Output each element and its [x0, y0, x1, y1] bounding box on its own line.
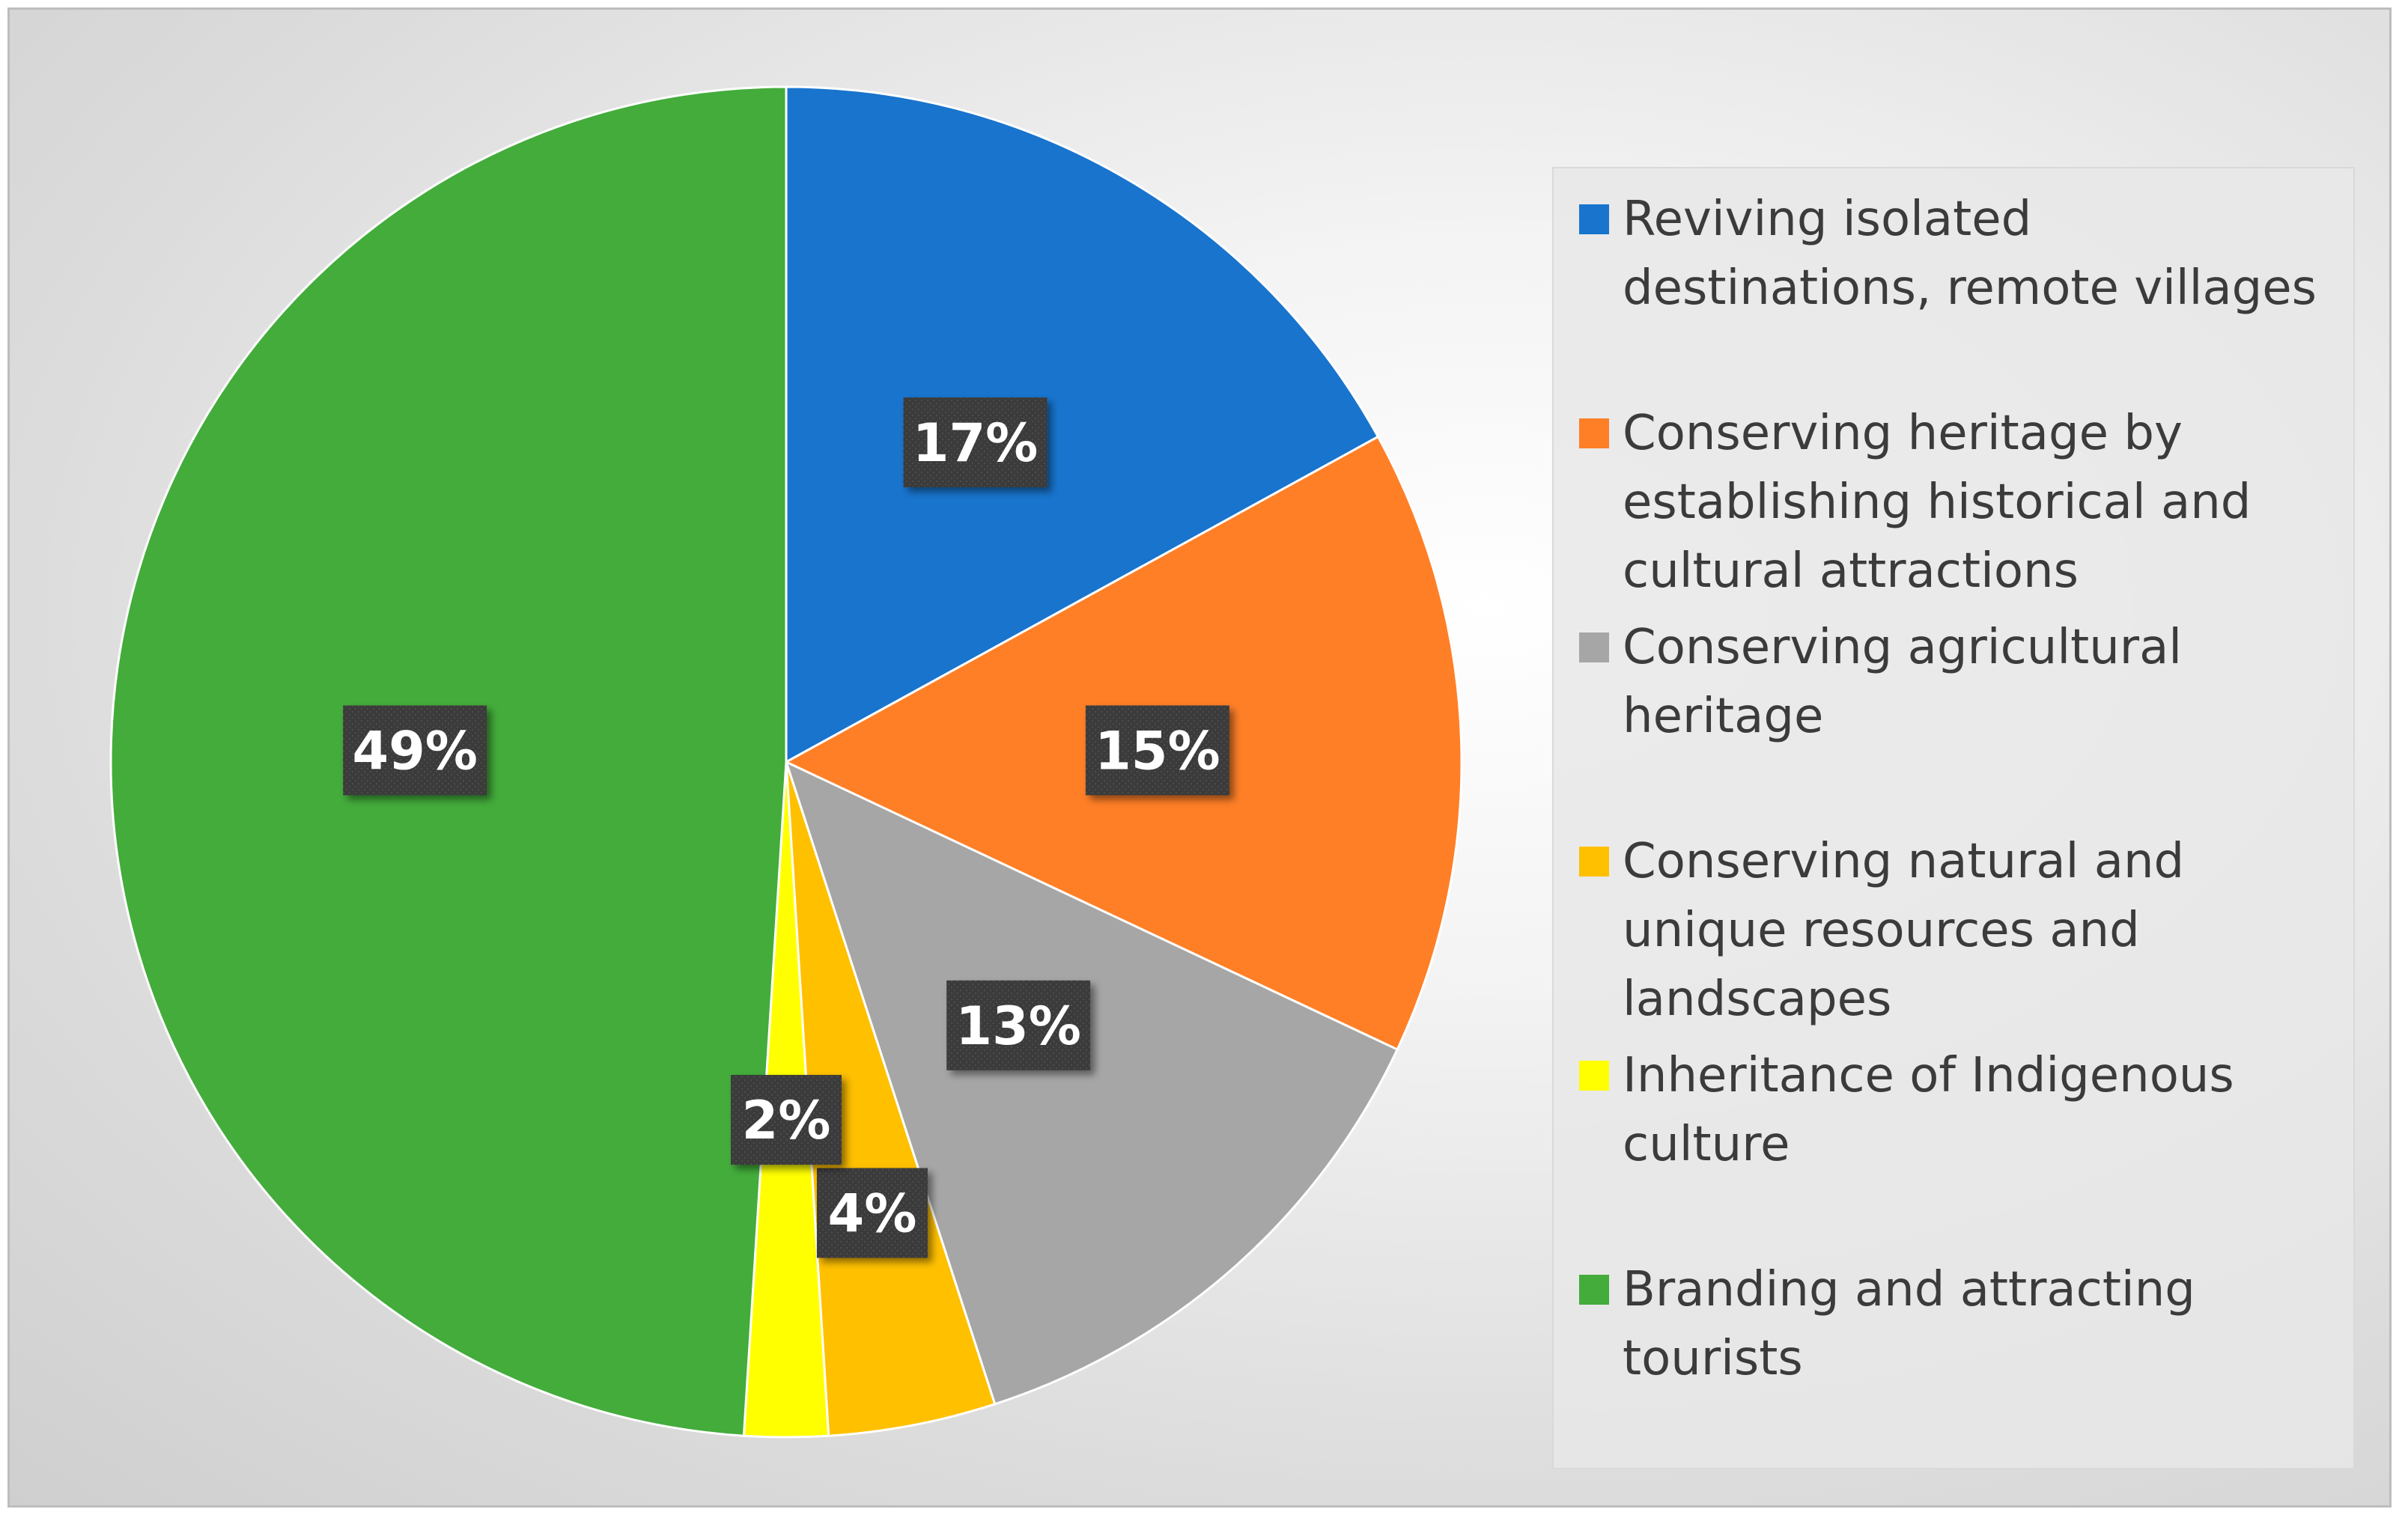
- data-label-box: [343, 705, 487, 796]
- data-label-box: [816, 1168, 928, 1258]
- data-label-text: 49%: [352, 720, 478, 781]
- legend-swatch-icon: [1579, 418, 1609, 448]
- data-label-box: [946, 980, 1091, 1070]
- legend-swatch-icon: [1579, 1061, 1609, 1091]
- legend-swatch-icon: [1579, 1275, 1609, 1305]
- legend-item-heritage: Conserving heritage by establishing hist…: [1579, 399, 2350, 606]
- legend-label: Conserving agricultural heritage: [1623, 620, 2183, 744]
- legend-swatch-icon: [1579, 633, 1609, 662]
- legend-item-reviving: Reviving isolated destinations, remote v…: [1579, 185, 2350, 323]
- pie-slice: [785, 761, 997, 1437]
- data-label-box: [731, 1075, 842, 1165]
- data-label: 15%: [1085, 705, 1229, 796]
- legend-label: Inheritance of Indigenous culture: [1623, 1048, 2234, 1172]
- legend-label: Branding and attracting tourists: [1623, 1262, 2195, 1386]
- chart-frame: 17% 15% 13% 4% 2% 49% Reviving isolated desti…: [7, 7, 2392, 1508]
- data-label-box: [1085, 705, 1229, 796]
- data-label: 49%: [343, 705, 487, 796]
- data-label: 13%: [946, 980, 1091, 1070]
- data-label-text: 2%: [742, 1090, 831, 1151]
- legend-item-branding: Branding and attracting tourists: [1579, 1255, 2350, 1393]
- pie-data-labels: 17% 15% 13% 4% 2% 49%: [343, 397, 1229, 1258]
- data-label-text: 17%: [913, 412, 1039, 474]
- data-label-text: 4%: [828, 1183, 917, 1244]
- data-label-box: [903, 397, 1048, 487]
- data-label-text: 13%: [955, 996, 1081, 1057]
- data-label: 17%: [903, 397, 1048, 487]
- pie-slice: [784, 760, 1399, 1406]
- pie-slices: [109, 85, 1463, 1439]
- legend-swatch-icon: [1579, 204, 1609, 234]
- data-label-text: 15%: [1095, 720, 1220, 781]
- legend-label: Conserving heritage by establishing hist…: [1623, 406, 2252, 599]
- pie-chart: 17% 15% 13% 4% 2% 49%: [109, 85, 1463, 1439]
- legend: Reviving isolated destinations, remote v…: [1552, 167, 2355, 1469]
- legend-item-agricultural: Conserving agricultural heritage: [1579, 613, 2350, 751]
- legend-label: Conserving natural and unique resources …: [1623, 834, 2185, 1027]
- data-label: 2%: [731, 1075, 842, 1165]
- data-label: 4%: [816, 1168, 928, 1258]
- legend-swatch-icon: [1579, 847, 1609, 877]
- pie-slice: [785, 85, 1380, 764]
- legend-label: Reviving isolated destinations, remote v…: [1623, 192, 2317, 316]
- legend-item-natural: Conserving natural and unique resources …: [1579, 827, 2350, 1034]
- legend-item-indigenous: Inheritance of Indigenous culture: [1579, 1041, 2350, 1179]
